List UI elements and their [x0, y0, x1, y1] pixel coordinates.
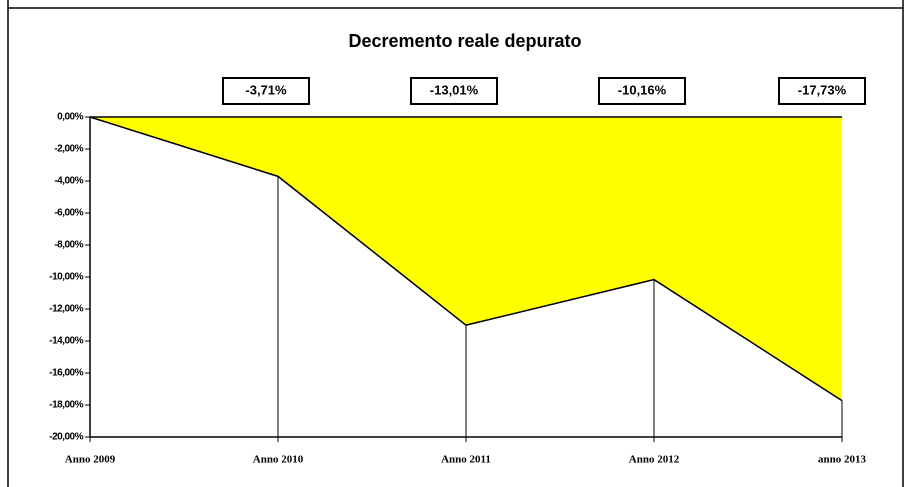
value-label-box	[222, 77, 310, 105]
x-tick-label: Anno 2012	[629, 454, 680, 466]
value-label: -10,16%	[618, 82, 667, 97]
chart-title: Decremento reale depurato	[348, 31, 581, 51]
y-tick-label: -18,00%	[49, 400, 83, 411]
x-tick-label: Anno 2009	[65, 454, 116, 466]
y-tick-label: -4,00%	[54, 176, 83, 187]
x-tick-label: Anno 2010	[253, 454, 304, 466]
value-label: -3,71%	[245, 82, 287, 97]
value-label: -13,01%	[430, 82, 479, 97]
y-tick-label: -14,00%	[49, 336, 83, 347]
x-tick-label: Anno 2011	[441, 454, 491, 466]
area-fill	[90, 117, 842, 401]
value-label-box	[410, 77, 498, 105]
y-tick-label: -6,00%	[54, 208, 83, 219]
y-tick-label: -10,00%	[49, 272, 83, 283]
y-tick-label: -8,00%	[54, 240, 83, 251]
y-tick-label: -2,00%	[54, 144, 83, 155]
y-tick-label: -12,00%	[49, 304, 83, 315]
y-tick-label: -16,00%	[49, 368, 83, 379]
value-label-box	[778, 77, 866, 105]
value-label: -17,73%	[798, 82, 847, 97]
y-tick-label: 0,00%	[57, 112, 83, 123]
x-tick-label: anno 2013	[818, 454, 866, 466]
value-label-box	[598, 77, 686, 105]
y-tick-label: -20,00%	[49, 432, 83, 443]
